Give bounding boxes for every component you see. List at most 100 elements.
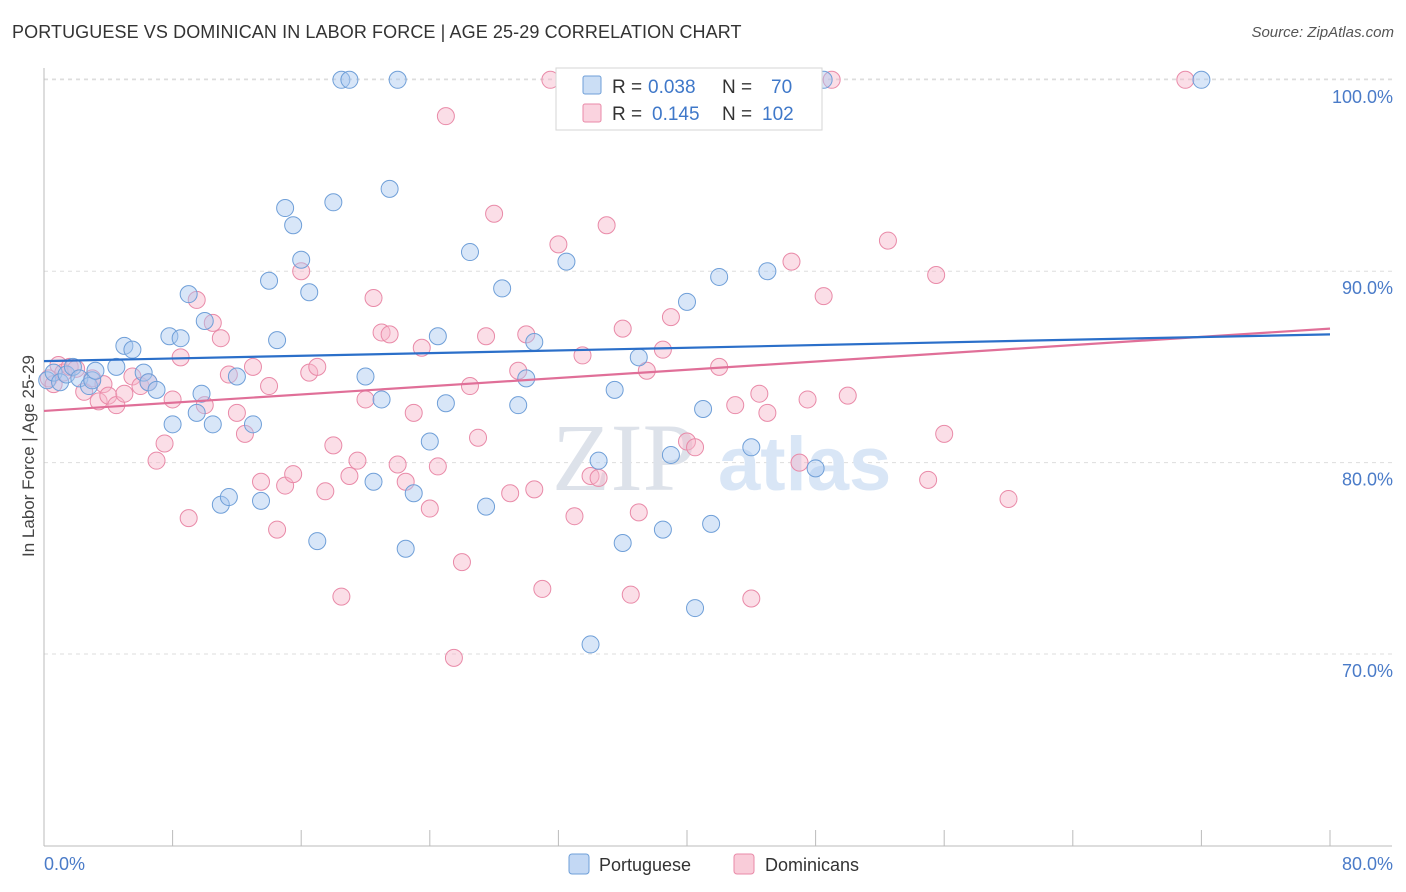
portuguese-point-56 — [589, 451, 608, 470]
portuguese-point-40 — [372, 390, 391, 409]
trend-lines — [43, 327, 1331, 413]
dominicans-point-93 — [935, 424, 954, 443]
dominicans-point-57 — [477, 327, 496, 346]
portuguese-point-31 — [284, 216, 303, 235]
x-tick-label-0: 0.0% — [44, 854, 85, 874]
dominicans-points — [39, 70, 1195, 667]
axes — [43, 68, 1392, 847]
portuguese-point-57 — [605, 380, 624, 399]
portuguese-point-59 — [629, 348, 648, 367]
portuguese-point-25 — [227, 367, 246, 386]
portuguese-point-14 — [147, 380, 166, 399]
portuguese-point-66 — [702, 514, 721, 533]
portuguese-point-51 — [509, 396, 528, 415]
dominicans-point-85 — [790, 453, 809, 472]
bottom-legend-label-portuguese: Portuguese — [599, 855, 691, 875]
x-tick-label-1: 80.0% — [1342, 854, 1393, 874]
dominicans-point-73 — [629, 503, 648, 522]
portuguese-point-2 — [51, 373, 70, 392]
dominicans-point-76 — [661, 308, 680, 327]
portuguese-point-55 — [581, 635, 600, 654]
portuguese-point-53 — [525, 333, 544, 352]
legend-r-label-portuguese: R = — [612, 77, 642, 98]
bottom-legend-swatch-portuguese — [568, 853, 590, 875]
portuguese-point-9 — [107, 357, 126, 376]
dominicans-point-18 — [163, 390, 182, 409]
portuguese-point-34 — [308, 532, 327, 551]
dominicans-point-87 — [814, 287, 833, 306]
dominicans-point-86 — [798, 390, 817, 409]
y-tick-label-1: 80.0% — [1342, 470, 1393, 490]
dominicans-point-69 — [589, 468, 608, 487]
portuguese-point-44 — [404, 484, 423, 503]
portuguese-point-4 — [63, 357, 82, 376]
legend-swatch-dominicans — [582, 103, 602, 123]
dominicans-point-41 — [348, 451, 367, 470]
dominicans-point-53 — [444, 648, 463, 667]
dominicans-point-91 — [919, 470, 938, 489]
portuguese-point-68 — [742, 438, 761, 457]
legend-n-label-portuguese: N = — [722, 77, 752, 98]
dominicans-point-51 — [428, 457, 447, 476]
portuguese-point-29 — [268, 331, 287, 350]
portuguese-points — [38, 70, 1211, 654]
portuguese-point-12 — [134, 363, 153, 382]
dominicans-point-52 — [436, 107, 455, 126]
dominicans-point-63 — [533, 579, 552, 598]
watermark-zip: ZIP — [552, 404, 696, 511]
portuguese-point-19 — [187, 403, 206, 422]
dominicans-point-39 — [332, 587, 351, 606]
dominicans-point-67 — [573, 346, 592, 365]
legend-r-value-dominicans: 0.145 — [652, 104, 700, 125]
watermark: ZIP atlas — [552, 404, 891, 511]
dominicans-point-29 — [252, 472, 271, 491]
dominicans-point-17 — [155, 434, 174, 453]
dominicans-point-28 — [243, 357, 262, 376]
dominicans-point-83 — [758, 403, 777, 422]
portuguese-point-70 — [806, 459, 825, 478]
legend-n-label-dominicans: N = — [722, 104, 752, 125]
bottom-legend-label-dominicans: Dominicans — [765, 855, 859, 875]
dominicans-point-24 — [211, 329, 230, 348]
dominicans-point-75 — [653, 340, 672, 359]
portuguese-point-72 — [1192, 70, 1211, 89]
portuguese-point-48 — [460, 243, 479, 262]
portuguese-point-42 — [388, 70, 407, 89]
portuguese-point-7 — [83, 371, 102, 390]
dominicans-point-95 — [1176, 70, 1195, 89]
portuguese-point-33 — [300, 283, 319, 302]
portuguese-point-11 — [123, 340, 142, 359]
dominicans-point-37 — [316, 482, 335, 501]
legend-swatch-portuguese — [582, 75, 602, 95]
portuguese-point-35 — [324, 193, 343, 212]
dominicans-point-56 — [469, 428, 488, 447]
portuguese-point-43 — [396, 539, 415, 558]
portuguese-point-39 — [364, 472, 383, 491]
dominicans-point-16 — [147, 451, 166, 470]
dominicans-point-50 — [420, 499, 439, 518]
dominicans-point-9 — [94, 375, 113, 394]
dominicans-point-31 — [268, 520, 287, 539]
dominicans-point-30 — [260, 377, 279, 396]
portuguese-point-69 — [758, 262, 777, 281]
portuguese-point-41 — [380, 179, 399, 198]
portuguese-point-62 — [661, 445, 680, 464]
dominicans-point-70 — [597, 216, 616, 235]
portuguese-point-24 — [219, 488, 238, 507]
portuguese-point-26 — [243, 415, 262, 434]
portuguese-point-38 — [356, 367, 375, 386]
portuguese-point-46 — [428, 327, 447, 346]
portuguese-point-16 — [163, 415, 182, 434]
portuguese-point-27 — [252, 491, 271, 510]
portuguese-point-15 — [160, 327, 179, 346]
dominicans-point-26 — [227, 403, 246, 422]
y-axis-label-group: In Labor Force | Age 25-29 — [19, 355, 38, 557]
legend-n-value-dominicans: 102 — [762, 104, 794, 125]
portuguese-point-17 — [171, 329, 190, 348]
portuguese-point-58 — [613, 533, 632, 552]
dominicans-point-12 — [115, 384, 134, 403]
dominicans-trend-line — [43, 327, 1331, 413]
dominicans-point-84 — [782, 252, 801, 271]
dominicans-point-48 — [404, 403, 423, 422]
